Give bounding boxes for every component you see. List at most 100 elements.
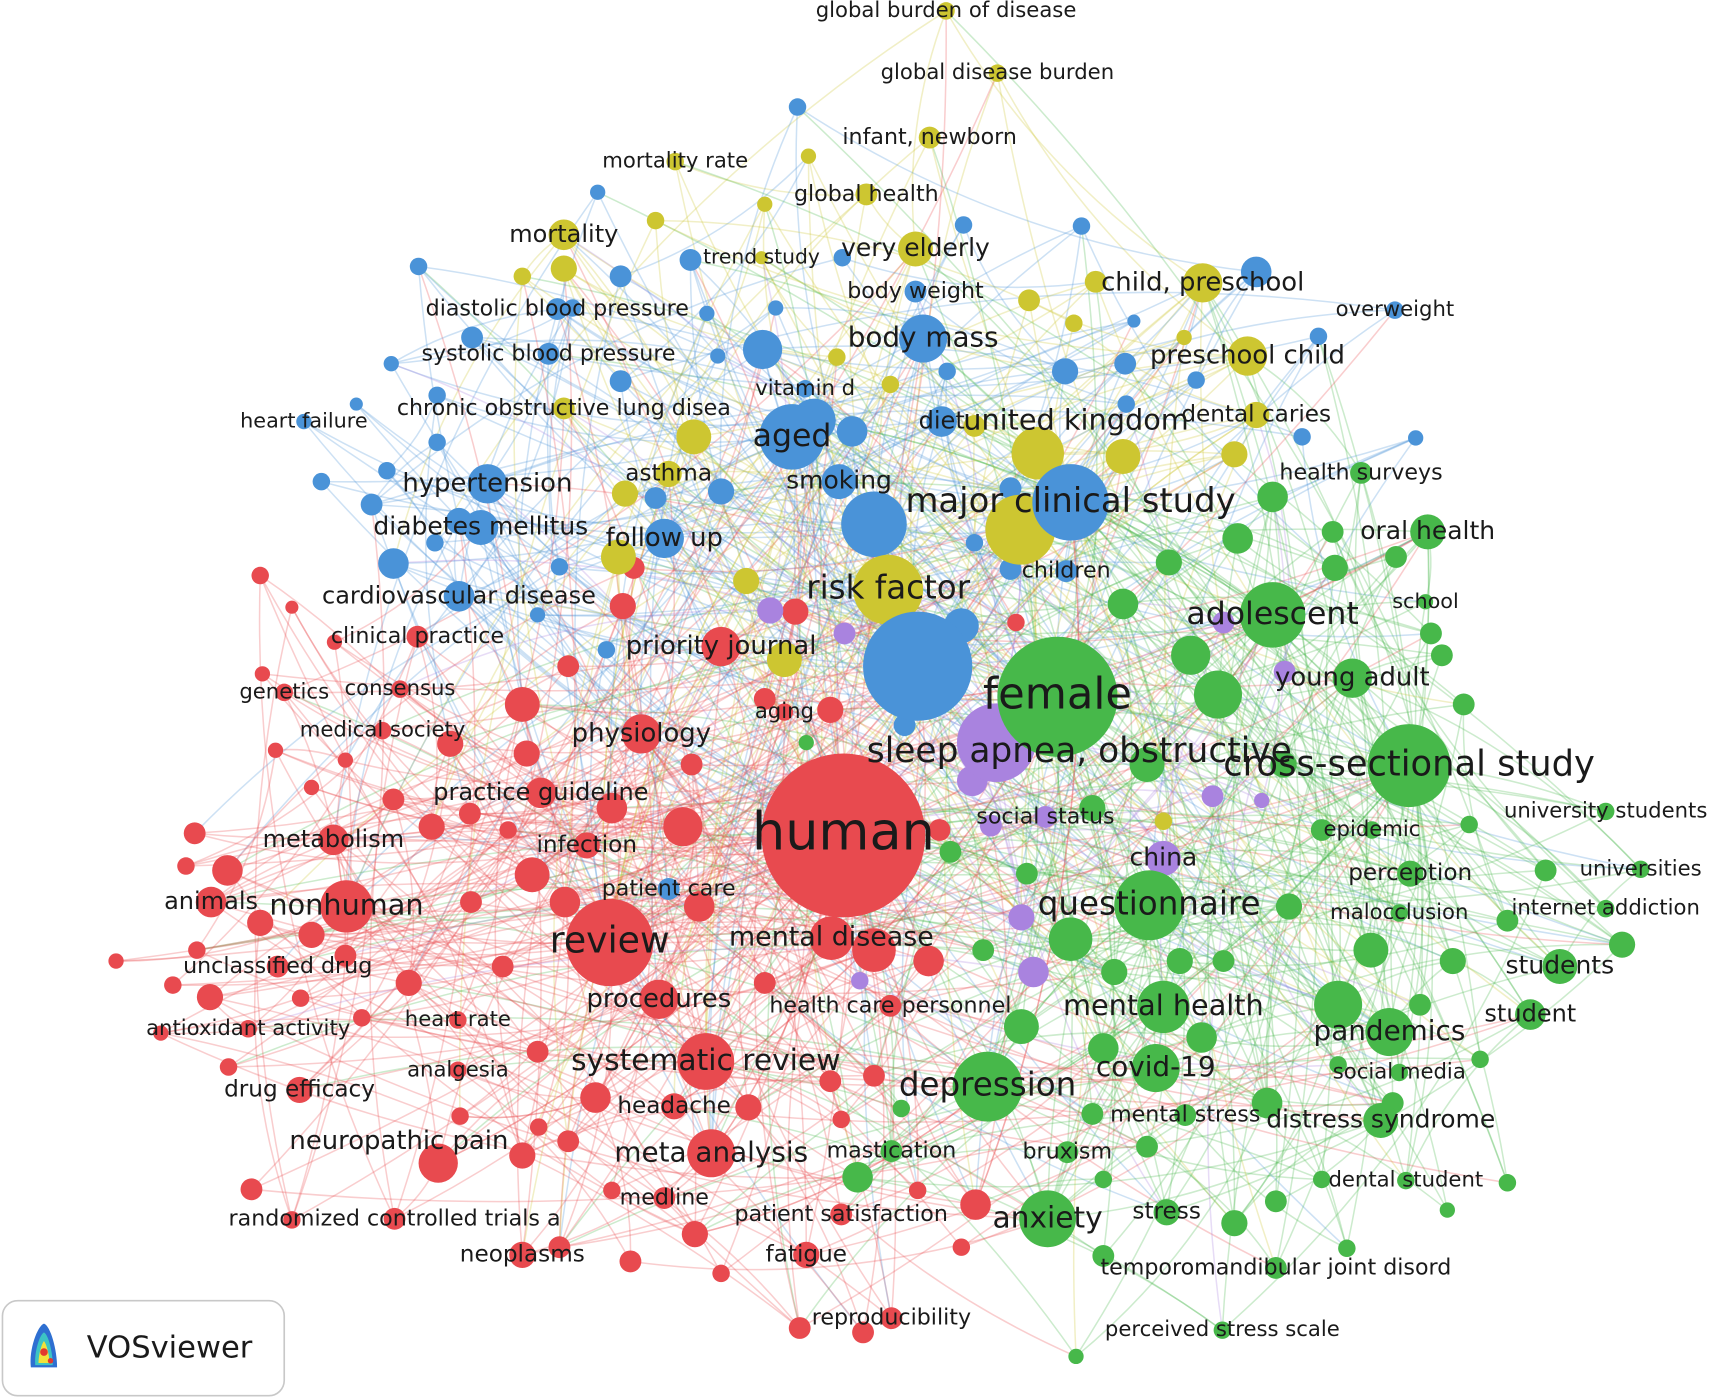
edge (283, 248, 917, 694)
edge (160, 874, 533, 1034)
node (1153, 1199, 1180, 1226)
node (836, 416, 868, 447)
edge (531, 436, 793, 876)
edge (196, 912, 1390, 1033)
edge (210, 711, 785, 903)
edge (1266, 556, 1397, 1104)
edge (1201, 943, 1623, 1039)
node-label: trend study (703, 245, 820, 269)
node (1430, 644, 1453, 667)
node (603, 1181, 621, 1200)
node (383, 1207, 406, 1230)
node (800, 148, 817, 164)
edge (690, 764, 706, 907)
edge (386, 470, 460, 597)
node-label: oral health (1360, 516, 1495, 545)
node (972, 939, 995, 962)
edge (194, 632, 845, 835)
edge (559, 1006, 1164, 1248)
edge (494, 704, 524, 1156)
edge (922, 337, 1372, 951)
edge (382, 665, 569, 732)
node (513, 267, 532, 286)
node (550, 558, 569, 576)
edge (1019, 529, 1203, 1038)
edge (674, 1013, 1531, 1123)
edge (1047, 1102, 1394, 1220)
edge (311, 659, 785, 936)
edge (694, 1114, 1186, 1235)
node (851, 971, 869, 990)
edge (226, 436, 793, 871)
edge (658, 420, 815, 1000)
edge (1265, 677, 1354, 1104)
edge (1057, 696, 1641, 871)
edge (889, 1005, 977, 1206)
edge (1166, 944, 1623, 1213)
node-label: aged (753, 418, 832, 454)
node-label: mortality (509, 220, 618, 248)
node (491, 955, 514, 978)
edge (303, 420, 889, 591)
node-label: mortality rate (602, 148, 748, 173)
node (1273, 660, 1296, 683)
node (467, 464, 508, 504)
node-label: vitamin d (755, 375, 855, 400)
edge (283, 691, 612, 809)
node-label: dental student (1328, 1167, 1483, 1192)
node (196, 983, 224, 1011)
edge (694, 823, 1470, 1235)
node (609, 265, 632, 288)
edge (594, 646, 722, 1098)
edge (764, 203, 822, 743)
edge (738, 711, 786, 1108)
edge (556, 308, 627, 943)
node (881, 375, 900, 394)
edge (436, 394, 793, 444)
node (913, 945, 944, 977)
edge (838, 320, 1135, 483)
edge (393, 665, 919, 801)
node (1221, 441, 1248, 468)
edge (160, 982, 410, 1035)
node (1154, 812, 1173, 831)
edge (434, 542, 918, 667)
edge (457, 905, 700, 1071)
node-label: follow up (606, 523, 723, 553)
node (707, 478, 735, 505)
edge (1168, 561, 1546, 872)
node (291, 989, 310, 1007)
edge (668, 371, 948, 890)
node-label: drug efficacy (224, 1076, 375, 1102)
node (1397, 1171, 1415, 1190)
node-label: systolic blood pressure (421, 340, 675, 366)
edge (842, 834, 1393, 1104)
edge (458, 520, 1022, 919)
node (549, 886, 581, 918)
node (1032, 464, 1109, 541)
node-label: epidemic (1323, 816, 1420, 841)
edge (762, 348, 1017, 623)
edge (762, 336, 1185, 370)
edge (689, 259, 840, 482)
edge (371, 256, 843, 506)
edge (849, 194, 875, 525)
edge (434, 320, 1135, 544)
node (1313, 1170, 1331, 1189)
edge (911, 10, 947, 250)
edge (480, 527, 1093, 1115)
node-label: meta analysis (614, 1135, 808, 1168)
node (318, 824, 349, 856)
node (681, 1220, 708, 1248)
edge (408, 733, 642, 984)
node (1212, 950, 1235, 972)
edge (416, 636, 438, 827)
node-label: young adult (1275, 663, 1430, 693)
edge (291, 504, 385, 1221)
edge (563, 407, 992, 827)
edge (838, 362, 1126, 483)
node-label: procedures (586, 984, 731, 1014)
node-label: preschool child (1150, 341, 1345, 371)
edge (945, 371, 976, 544)
node (460, 891, 482, 914)
